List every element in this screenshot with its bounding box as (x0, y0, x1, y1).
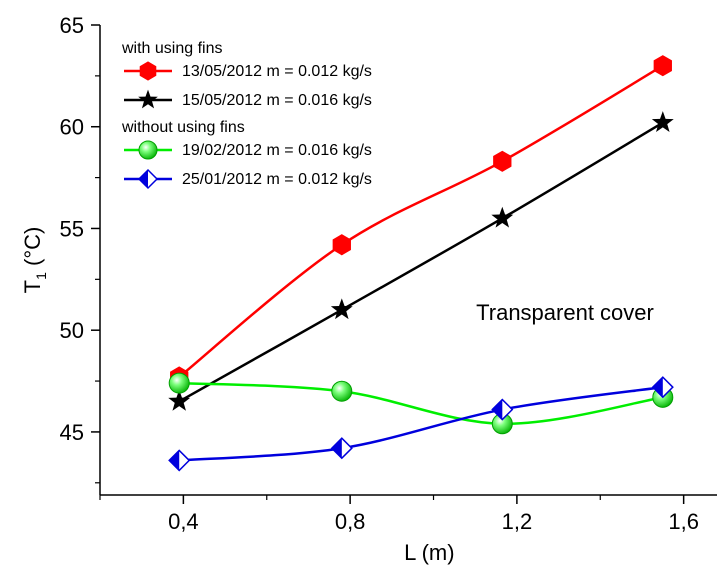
annotation-label: Transparent cover (476, 300, 654, 325)
marker-half-fill (492, 399, 503, 420)
legend-entry-label: 13/05/2012 m = 0.012 kg/s (182, 63, 372, 80)
legend-marker (137, 168, 159, 190)
legend-marker (138, 140, 158, 160)
series-line-3 (179, 385, 663, 462)
series-line-2 (179, 381, 664, 426)
marker-half-fill (331, 438, 342, 459)
data-point-2-0 (168, 372, 190, 394)
data-point-1-1 (330, 298, 353, 320)
x-tick-label: 0,4 (168, 509, 199, 534)
legend-entry-label: 25/01/2012 m = 0.012 kg/s (182, 171, 372, 188)
data-point-0-2 (493, 150, 512, 172)
x-tick-label: 1,2 (502, 509, 533, 534)
series-line-0 (178, 64, 664, 378)
legend-marker (139, 61, 157, 81)
y-tick-label: 55 (60, 216, 84, 241)
y-tick-label: 45 (60, 420, 84, 445)
marker-half-fill (652, 377, 663, 398)
marker-half-fill (169, 450, 180, 471)
legend-entry-label: 15/05/2012 m = 0.016 kg/s (182, 92, 372, 109)
data-point-3-1 (330, 437, 353, 460)
legend-group-title: with using fins (121, 40, 223, 57)
data-point-3-2 (491, 398, 514, 421)
y-tick-label: 60 (60, 115, 84, 140)
x-tick-label: 1,6 (668, 509, 699, 534)
y-axis-title-unit: (°C) (20, 227, 45, 272)
legend-entry-label: 19/02/2012 m = 0.016 kg/s (182, 142, 372, 159)
y-axis-title-sub: 1 (33, 272, 49, 280)
marker-half-fill (139, 170, 148, 188)
y-tick-label: 50 (60, 318, 84, 343)
data-point-0-3 (653, 55, 672, 77)
data-point-2-1 (331, 380, 353, 402)
data-point-0-1 (332, 234, 351, 256)
data-point-3-0 (168, 449, 191, 472)
x-axis-title: L (m) (404, 540, 455, 565)
y-axis-title-main: T (20, 280, 45, 293)
data-point-3-3 (651, 376, 674, 399)
legend-group-title: without using fins (121, 119, 245, 136)
data-point-1-2 (491, 206, 514, 228)
series-line-1 (178, 121, 664, 403)
legend-marker (138, 89, 158, 109)
y-axis-title: T1 (°C) (20, 227, 49, 294)
y-tick-label: 65 (60, 13, 84, 38)
data-point-1-3 (651, 111, 674, 132)
data-point-1-0 (168, 389, 191, 411)
x-tick-label: 0,8 (335, 509, 366, 534)
